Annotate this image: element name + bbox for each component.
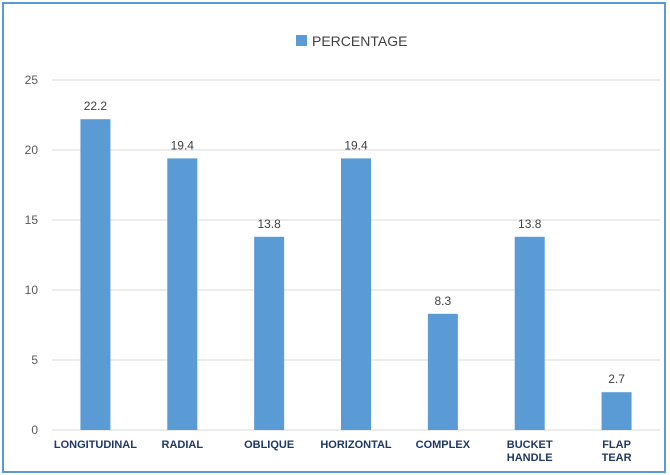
bar [601,392,632,430]
legend: PERCENTAGE [296,33,407,49]
x-tick-label: OBLIQUE [244,439,294,451]
legend-label: PERCENTAGE [312,33,407,49]
x-tick-label: COMPLEX [416,439,471,451]
x-tick-label: BUCKET HANDLE [507,439,553,464]
x-axis: LONGITUDINAL RADIAL OBLIQUE HORIZONTAL COMPL… [54,439,632,464]
bar [167,158,198,430]
y-tick-label: 25 [25,73,39,87]
bar [514,236,545,430]
x-tick-label: RADIAL [162,439,204,451]
x-tick-label: HORIZONTAL [320,439,392,451]
y-tick-label: 20 [25,143,39,157]
x-tick-label: LONGITUDINAL [54,439,137,451]
data-label: 13.8 [518,217,542,231]
bar [254,236,285,430]
data-label: 22.2 [84,99,108,113]
bars [80,119,632,430]
legend-swatch [296,35,307,46]
x-tick-label: FLAP TEAR [602,439,632,464]
bar [341,158,371,430]
data-label: 13.8 [257,217,281,231]
data-label: 2.7 [608,372,625,386]
bar [427,313,458,430]
y-tick-label: 5 [31,353,38,367]
data-label: 8.3 [435,294,452,308]
y-tick-label: 0 [31,423,38,437]
y-tick-label: 10 [25,283,39,297]
data-label: 19.4 [171,138,195,152]
data-labels: 22.2 19.4 13.8 19.4 8.3 13.8 2.7 [84,99,625,386]
y-axis: 0 5 10 15 20 25 [25,73,39,437]
data-label: 19.4 [344,138,368,152]
bar [80,119,111,430]
y-tick-label: 15 [25,213,39,227]
gridlines [52,79,660,431]
